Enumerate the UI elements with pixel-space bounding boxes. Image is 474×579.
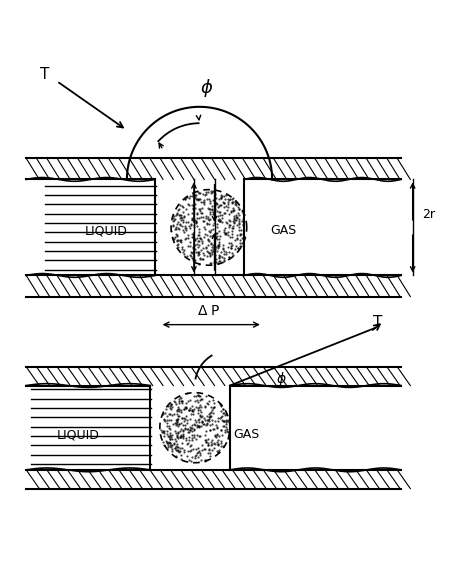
Text: $\Delta$ P: $\Delta$ P	[197, 303, 221, 317]
Text: $\phi$: $\phi$	[276, 369, 287, 387]
Text: 2r: 2r	[422, 208, 435, 221]
Text: LIQUID: LIQUID	[84, 225, 128, 237]
Text: $\phi$: $\phi$	[200, 77, 213, 99]
Text: GAS: GAS	[271, 225, 297, 237]
Text: GAS: GAS	[233, 428, 259, 441]
Text: T: T	[40, 67, 50, 82]
Text: T: T	[373, 315, 382, 330]
Text: LIQUID: LIQUID	[56, 428, 99, 441]
